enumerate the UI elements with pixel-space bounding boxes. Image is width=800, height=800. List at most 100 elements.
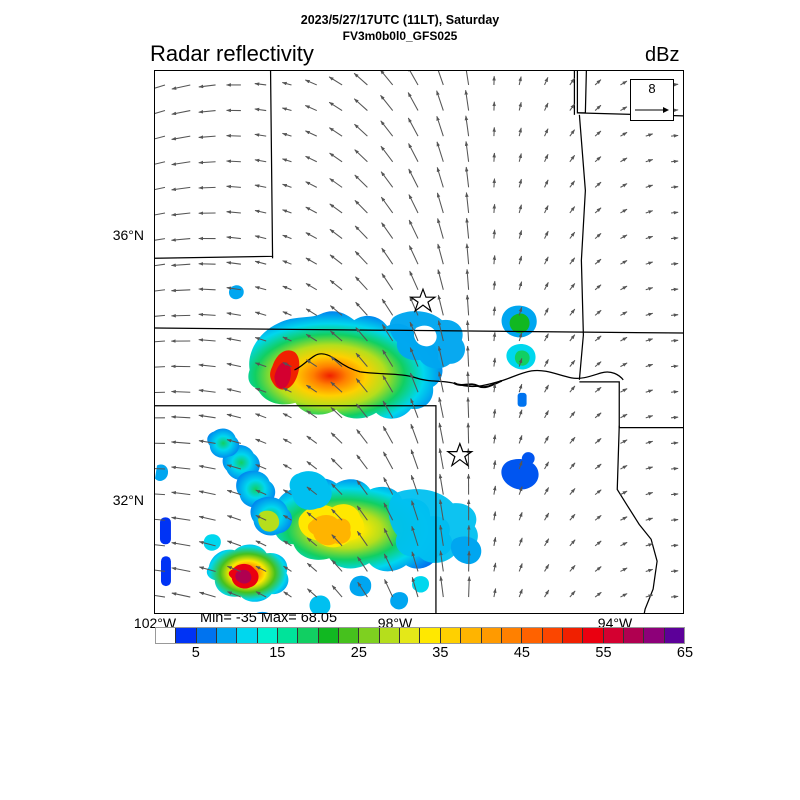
wind-barb (226, 388, 241, 393)
wind-barb (670, 595, 679, 599)
wind-barb (171, 541, 191, 547)
wind-barb (544, 333, 549, 342)
wind-barb (467, 576, 471, 598)
figure-title-datetime: 2023/5/27/17UTC (11LT), Saturday (300, 13, 500, 27)
wind-barb (254, 158, 267, 163)
wind-barb (356, 403, 368, 419)
wind-barb (254, 235, 267, 240)
wind-barb (331, 483, 343, 496)
wind-barb (670, 262, 679, 266)
wind-barb (544, 230, 549, 239)
wind-barb (254, 260, 267, 265)
wind-barb (670, 441, 679, 445)
wind-barb (227, 565, 242, 572)
wind-barb (518, 588, 523, 598)
wind-barb (381, 247, 394, 265)
wind-barb (594, 463, 602, 470)
wind-barb (329, 279, 343, 291)
wind-barb (408, 245, 419, 265)
colorbar-swatch-10 (359, 628, 380, 643)
map-plot-area[interactable]: 8 (154, 70, 684, 614)
wind-barb (410, 449, 419, 470)
wind-barb (594, 207, 602, 214)
wind-barb (226, 464, 242, 470)
colorbar-swatch-9 (339, 628, 360, 643)
wind-barb (620, 234, 628, 240)
wind-barb (492, 485, 497, 495)
colorbar-swatch-13 (420, 628, 441, 643)
wind-barb (305, 257, 318, 265)
wind-barb (171, 186, 191, 192)
wind-barb (380, 120, 394, 137)
wind-barb (466, 396, 470, 418)
wind-barb (645, 287, 654, 291)
wind-barb (544, 589, 550, 598)
wind-barb (155, 569, 166, 572)
wind-barb (544, 76, 549, 86)
wind-barb (282, 285, 292, 291)
wind-barb (620, 80, 628, 86)
wind-barb (544, 128, 549, 137)
wind-barb (354, 250, 368, 265)
colorbar-swatch-4 (237, 628, 258, 643)
wind-barb (620, 490, 628, 496)
wind-barb (329, 254, 343, 265)
colorbar[interactable] (155, 627, 685, 644)
wind-barb (620, 593, 628, 598)
wind-barb (411, 525, 419, 547)
wind-barb (464, 166, 470, 188)
wind-barb (304, 104, 317, 112)
wind-barb (569, 462, 576, 470)
wind-barb (171, 465, 191, 470)
wind-barb (594, 591, 602, 598)
wind-barb (518, 434, 523, 444)
wind-barb (155, 493, 165, 496)
wind-barb (254, 82, 267, 86)
colorbar-swatch-8 (318, 628, 340, 643)
wind-barb (493, 562, 497, 572)
wind-barb (305, 181, 318, 188)
wind-barb (670, 518, 679, 522)
wind-barb (355, 301, 368, 316)
wind-barb (328, 76, 343, 86)
wind-barb (355, 378, 368, 393)
wind-barb (544, 435, 549, 444)
wind-barb (645, 389, 654, 394)
colorbar-tick-15: 15 (269, 645, 286, 661)
wind-barb (464, 115, 470, 137)
colorbar-swatch-15 (461, 628, 482, 643)
wind-barb (569, 308, 576, 316)
wind-barb (171, 389, 191, 394)
colorbar-tick-25: 25 (350, 645, 367, 661)
wind-barb (594, 233, 602, 239)
wind-barb (198, 515, 216, 521)
wind-barb (544, 461, 550, 470)
wind-barb (355, 276, 368, 291)
wind-barb (594, 412, 602, 419)
wind-barb (569, 411, 576, 419)
wind-barb (670, 134, 679, 138)
colorbar-swatch-1 (176, 628, 197, 643)
wind-barb (436, 141, 444, 162)
wind-barb (171, 110, 191, 116)
wind-barb (594, 130, 602, 137)
wind-barb (492, 408, 497, 418)
wind-barb (518, 332, 523, 342)
wind-barb (645, 466, 654, 470)
wind-barb (226, 184, 241, 189)
wind-barb (354, 200, 368, 214)
wind-barb (569, 590, 576, 598)
wind-barb (411, 551, 419, 572)
wind-barb (492, 383, 497, 393)
colorbar-swatch-18 (522, 628, 543, 643)
wind-barb (354, 123, 368, 137)
colorbar-swatch-5 (257, 628, 279, 643)
wind-barb (255, 489, 267, 496)
wind-barb (329, 228, 343, 239)
wind-barb (438, 396, 444, 418)
wind-barb (569, 513, 576, 521)
wind-barb (155, 289, 166, 292)
wind-barb (492, 331, 497, 342)
wind-barb (569, 488, 576, 495)
wind-barb (155, 314, 166, 317)
